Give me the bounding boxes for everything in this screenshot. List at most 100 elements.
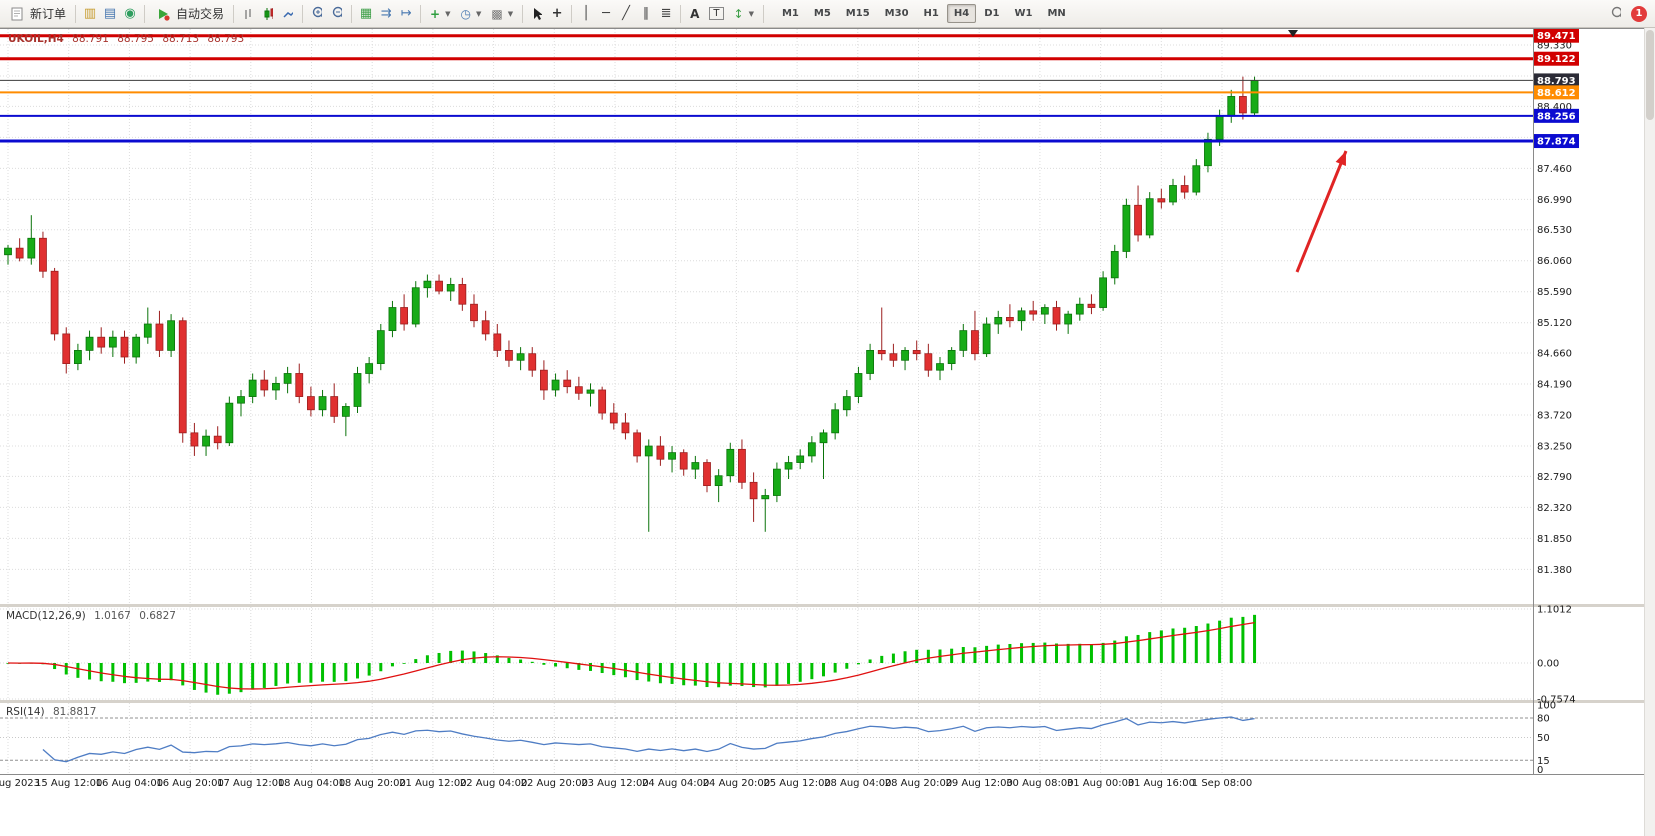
cursor-tool[interactable] — [528, 5, 546, 23]
tile-windows-button[interactable]: ▦ — [359, 6, 373, 21]
candle — [283, 373, 292, 384]
candle — [1040, 307, 1049, 315]
macd-histogram-bar — [1171, 628, 1175, 663]
timeframe-w1-button[interactable]: W1 — [1014, 8, 1033, 19]
notification-badge[interactable]: 1 — [1631, 5, 1647, 22]
price-axis-label: 82.320 — [1537, 503, 1572, 514]
time-axis-label: 24 Aug 20:00 — [703, 778, 770, 789]
toolbar-separator — [522, 4, 524, 23]
candle — [784, 462, 793, 470]
trendline-tool[interactable]: ╱ — [622, 6, 630, 21]
add-indicator-button[interactable]: + ▼ — [430, 6, 451, 21]
price-axis-label: 86.530 — [1537, 225, 1572, 236]
arrow-annotation[interactable] — [1295, 150, 1348, 273]
toolbar-separator — [680, 4, 682, 23]
macd-histogram-bar — [915, 649, 919, 663]
template-dropdown[interactable]: ▩ ▼ — [491, 6, 514, 21]
macd-histogram-bar — [76, 663, 80, 678]
macd-histogram-bar — [530, 661, 534, 663]
candle — [1006, 317, 1014, 322]
candle — [959, 330, 968, 351]
chevron-down-icon: ▼ — [507, 9, 514, 18]
macd-histogram-bar — [239, 663, 243, 693]
candle — [947, 349, 956, 364]
macd-histogram-bar — [192, 663, 196, 690]
horizontal-line-tool[interactable]: ─ — [602, 6, 610, 21]
time-axis-label: 18 Aug 20:00 — [338, 778, 405, 789]
rsi-axis-label: 0 — [1537, 765, 1543, 776]
charts-menu-icon[interactable]: ▥ — [83, 6, 97, 21]
price-axis-label: 81.850 — [1537, 534, 1572, 545]
macd-signal-line — [7, 621, 1255, 690]
data-window-icon[interactable]: ◉ — [124, 6, 136, 21]
candle — [807, 442, 816, 457]
auto-scroll-button[interactable]: ⇉ — [380, 6, 392, 21]
rsi-line — [42, 716, 1255, 763]
candle — [411, 287, 420, 325]
macd-histogram-bar — [274, 663, 278, 686]
arrows-dropdown[interactable]: ↕ ▼ — [733, 6, 754, 21]
candle — [376, 330, 385, 364]
timeframe-d1-button[interactable]: D1 — [984, 8, 1000, 19]
zoom-in-button[interactable] — [308, 5, 326, 23]
search-icon[interactable] — [1607, 5, 1625, 23]
period-dropdown[interactable]: ◷ ▼ — [460, 6, 482, 21]
candlestick-chart-type-button[interactable] — [259, 5, 277, 23]
text-tool[interactable]: A — [690, 6, 700, 21]
macd-histogram-bar — [810, 663, 814, 680]
svg-text:87.874: 87.874 — [1537, 137, 1576, 148]
line-anchor-marker[interactable] — [1288, 30, 1298, 37]
price-axis-label: 86.060 — [1537, 256, 1572, 267]
timeframe-m30-button[interactable]: M30 — [884, 8, 909, 19]
bar-chart-type-button[interactable] — [239, 5, 257, 23]
auto-trading-button[interactable]: 自动交易 — [150, 3, 228, 25]
price-axis-label: 85.120 — [1537, 318, 1572, 329]
timeframe-m15-button[interactable]: M15 — [845, 8, 870, 19]
macd-histogram-bar — [682, 663, 686, 686]
price-axis-label: 86.990 — [1537, 195, 1572, 206]
candle — [609, 412, 618, 424]
timeframe-h1-button[interactable]: H1 — [923, 8, 939, 19]
label-tool[interactable]: T — [709, 7, 724, 20]
timeframe-m5-button[interactable]: M5 — [813, 8, 831, 19]
candle — [621, 422, 630, 434]
candle — [668, 452, 676, 460]
profiles-icon[interactable]: ▤ — [103, 6, 117, 21]
macd-histogram-bar — [880, 655, 884, 663]
candle — [831, 409, 840, 434]
macd-histogram-bar — [425, 655, 429, 663]
candle — [365, 363, 374, 374]
crosshair-tool[interactable]: + — [551, 6, 563, 21]
vertical-scrollbar[interactable] — [1644, 28, 1655, 836]
time-axis-label: 1 Sep 08:00 — [1192, 778, 1252, 789]
macd-histogram-bar — [414, 659, 418, 663]
candle — [1017, 310, 1026, 322]
line-chart-type-button[interactable] — [279, 5, 297, 23]
vertical-line-tool[interactable]: │ — [582, 6, 590, 21]
macd-histogram-bar — [449, 650, 453, 663]
timeframe-h4-button[interactable]: H4 — [946, 4, 977, 23]
scrollbar-thumb[interactable] — [1646, 30, 1654, 120]
macd-histogram-bar — [1148, 632, 1152, 663]
time-axis-label: 29 Aug 12:00 — [945, 778, 1012, 789]
macd-histogram-bar — [961, 647, 965, 663]
candle — [295, 373, 304, 397]
time-axis-label: 16 Aug 20:00 — [156, 778, 223, 789]
chart-shift-button[interactable]: ↦ — [400, 6, 412, 21]
candle — [738, 448, 746, 483]
macd-histogram-bar — [950, 648, 954, 663]
candle — [50, 270, 59, 335]
macd-histogram-bar — [565, 663, 569, 669]
timeframe-m1-button[interactable]: M1 — [781, 8, 799, 19]
candle — [493, 333, 502, 351]
price-axis-label: 81.380 — [1537, 565, 1572, 576]
fibonacci-tool[interactable]: ≣ — [660, 6, 672, 21]
price-axis-label: 83.720 — [1537, 411, 1572, 422]
new-order-button[interactable]: 新订单 — [4, 3, 70, 25]
candle — [260, 379, 269, 391]
zoom-out-button[interactable] — [328, 5, 346, 23]
candle — [505, 349, 513, 361]
timeframe-mn-button[interactable]: MN — [1047, 8, 1066, 19]
channel-tool[interactable]: ∥ — [642, 6, 650, 21]
